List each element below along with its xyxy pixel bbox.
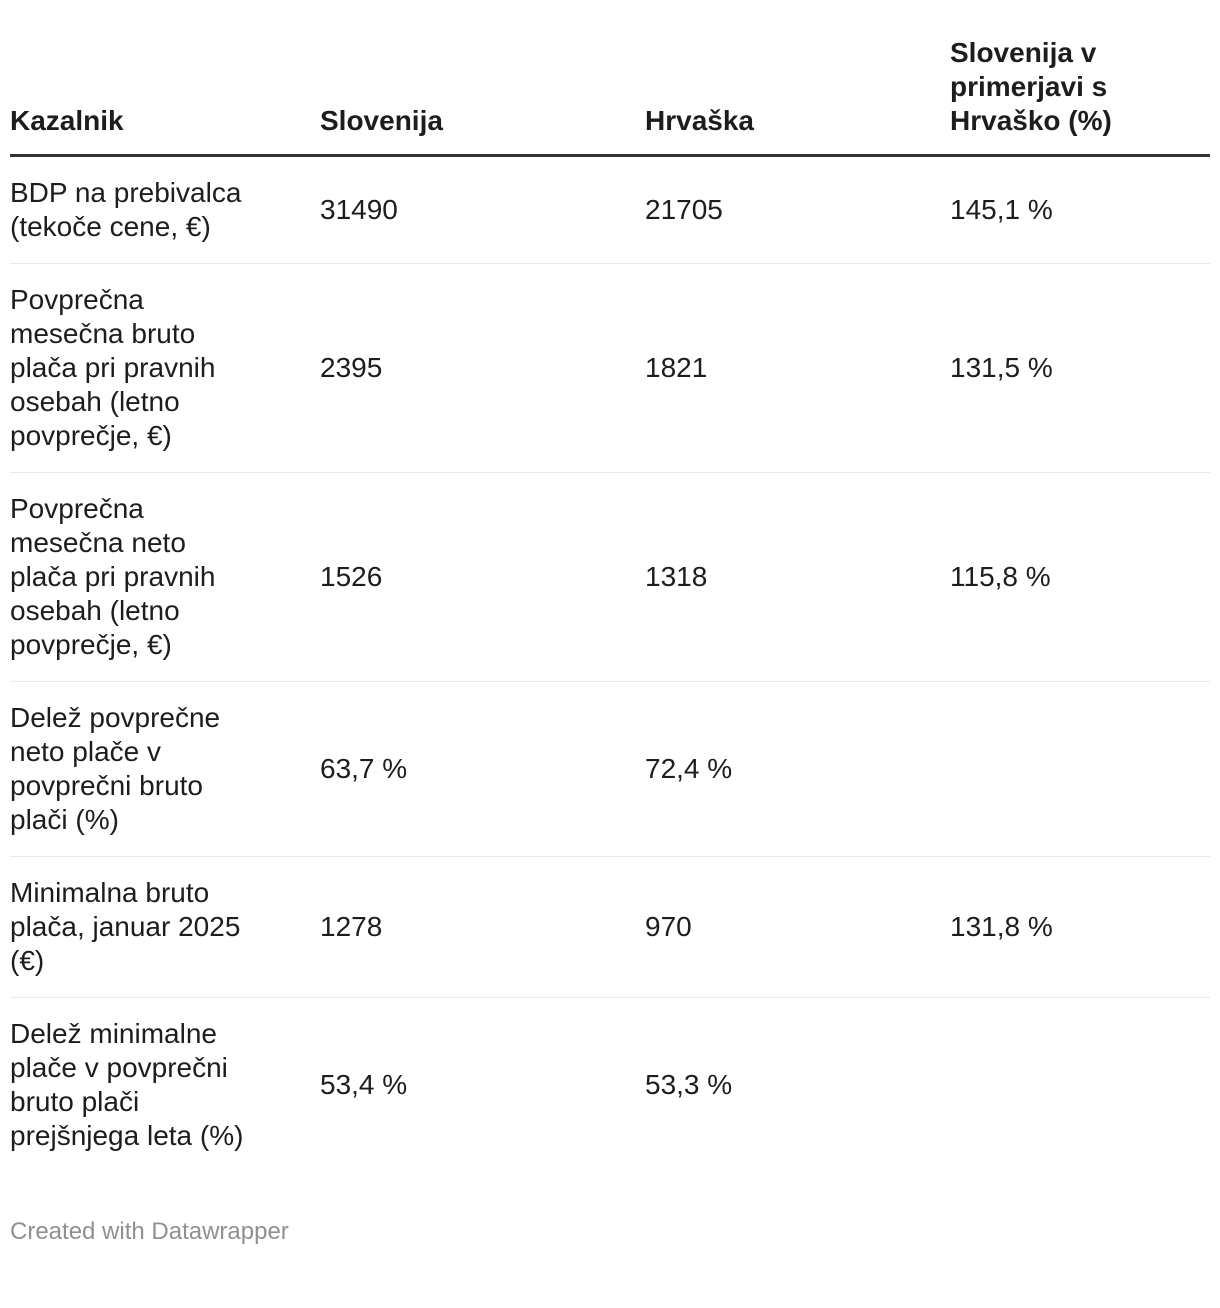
table-row: Delež povprečne neto plače v povprečni b…	[10, 681, 1210, 857]
table-body: BDP na prebivalca (tekoče cene, €) 31490…	[10, 155, 1210, 1173]
cell-hrvaska: 53,3 %	[645, 1069, 733, 1100]
comparison-table: Kazalnik Slovenija Hrvaška Slovenija v p…	[10, 36, 1210, 1172]
cell-kazalnik: Povprečna mesečna bruto plača pri pravni…	[10, 263, 320, 473]
table-row: Minimalna bruto plača, januar 2025 (€) 1…	[10, 856, 1210, 998]
table-row: Povprečna mesečna neto plača pri pravnih…	[10, 472, 1210, 682]
cell-hrvaska: 970	[645, 856, 950, 998]
cell-kazalnik: Delež minimalne plače v povprečni bruto …	[10, 1018, 244, 1151]
cell-primerjava: 131,5 %	[950, 263, 1210, 473]
datawrapper-table-embed: Kazalnik Slovenija Hrvaška Slovenija v p…	[0, 36, 1220, 1246]
cell-primerjava: 115,8 %	[950, 472, 1210, 682]
cell-hrvaska: 72,4 %	[645, 681, 950, 857]
table-row: BDP na prebivalca (tekoče cene, €) 31490…	[10, 155, 1210, 264]
cell-slovenija: 31490	[320, 155, 645, 264]
cell-primerjava	[950, 681, 1210, 857]
table-row: Povprečna mesečna bruto plača pri pravni…	[10, 263, 1210, 473]
cell-kazalnik: Minimalna bruto plača, januar 2025 (€)	[10, 856, 320, 998]
cell-primerjava: 145,1 %	[950, 155, 1210, 264]
cell-hrvaska: 21705	[645, 155, 950, 264]
cell-slovenija: 1526	[320, 472, 645, 682]
table-row: Delež minimalne plače v povprečni bruto …	[10, 998, 1210, 1173]
column-header-hrvaska: Hrvaška	[645, 36, 950, 157]
datawrapper-credit-link[interactable]: Created with Datawrapper	[10, 1218, 289, 1245]
cell-slovenija: 1278	[320, 856, 645, 998]
cell-kazalnik: Povprečna mesečna neto plača pri pravnih…	[10, 472, 320, 682]
cell-primerjava: 131,8 %	[950, 856, 1210, 998]
cell-kazalnik: Delež povprečne neto plače v povprečni b…	[10, 681, 320, 857]
cell-kazalnik: BDP na prebivalca (tekoče cene, €)	[10, 155, 320, 264]
column-header-primerjava: Slovenija v primerjavi s Hrvaško (%)	[950, 36, 1210, 157]
header-row: Kazalnik Slovenija Hrvaška Slovenija v p…	[10, 36, 1210, 157]
column-header-kazalnik: Kazalnik	[10, 36, 320, 157]
column-header-slovenija: Slovenija	[320, 36, 645, 157]
cell-slovenija: 53,4 %	[320, 1069, 408, 1100]
cell-hrvaska: 1318	[645, 472, 950, 682]
cell-primerjava	[950, 998, 1210, 1173]
cell-slovenija: 2395	[320, 263, 645, 473]
cell-slovenija: 63,7 %	[320, 681, 645, 857]
table-header: Kazalnik Slovenija Hrvaška Slovenija v p…	[10, 36, 1210, 157]
cell-hrvaska: 1821	[645, 263, 950, 473]
